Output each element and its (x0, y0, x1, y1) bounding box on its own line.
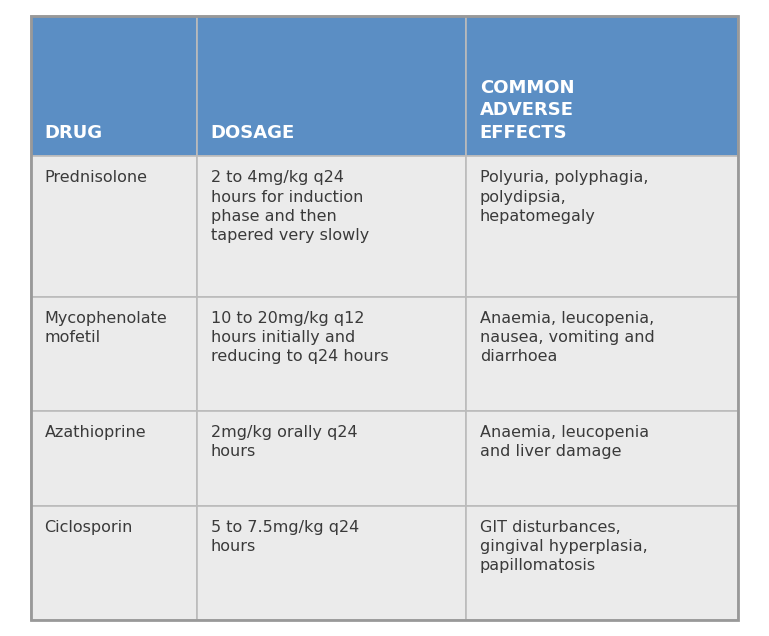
Bar (31, 156, 197, 297)
Text: Azathioprine: Azathioprine (45, 425, 146, 440)
Text: Polyuria, polyphagia,
polydipsia,
hepatomegaly: Polyuria, polyphagia, polydipsia, hepato… (480, 170, 648, 224)
Text: Anaemia, leucopenia,
nausea, vomiting and
diarrhoea: Anaemia, leucopenia, nausea, vomiting an… (480, 311, 654, 364)
Text: 2 to 4mg/kg q24
hours for induction
phase and then
tapered very slowly: 2 to 4mg/kg q24 hours for induction phas… (211, 170, 369, 243)
Bar (197, 297, 466, 411)
Text: Ciclosporin: Ciclosporin (45, 520, 133, 535)
Text: COMMON
ADVERSE
EFFECTS: COMMON ADVERSE EFFECTS (480, 78, 574, 142)
Text: 2mg/kg orally q24
hours: 2mg/kg orally q24 hours (211, 425, 358, 459)
Bar (466, 16, 738, 156)
Bar (466, 297, 738, 411)
Bar (197, 506, 466, 620)
Text: Prednisolone: Prednisolone (45, 170, 148, 185)
Text: Mycophenolate
mofetil: Mycophenolate mofetil (45, 311, 168, 345)
Bar (197, 16, 466, 156)
Text: Anaemia, leucopenia
and liver damage: Anaemia, leucopenia and liver damage (480, 425, 649, 459)
Text: 5 to 7.5mg/kg q24
hours: 5 to 7.5mg/kg q24 hours (211, 520, 359, 554)
Bar (466, 156, 738, 297)
Text: DOSAGE: DOSAGE (211, 125, 295, 142)
Bar (197, 156, 466, 297)
Text: GIT disturbances,
gingival hyperplasia,
papillomatosis: GIT disturbances, gingival hyperplasia, … (480, 520, 647, 573)
Bar (466, 506, 738, 620)
Bar (31, 16, 197, 156)
Bar (466, 411, 738, 506)
Bar (31, 297, 197, 411)
Bar (197, 411, 466, 506)
Text: 10 to 20mg/kg q12
hours initially and
reducing to q24 hours: 10 to 20mg/kg q12 hours initially and re… (211, 311, 388, 364)
Text: DRUG: DRUG (45, 125, 103, 142)
Bar (31, 506, 197, 620)
Bar (31, 411, 197, 506)
